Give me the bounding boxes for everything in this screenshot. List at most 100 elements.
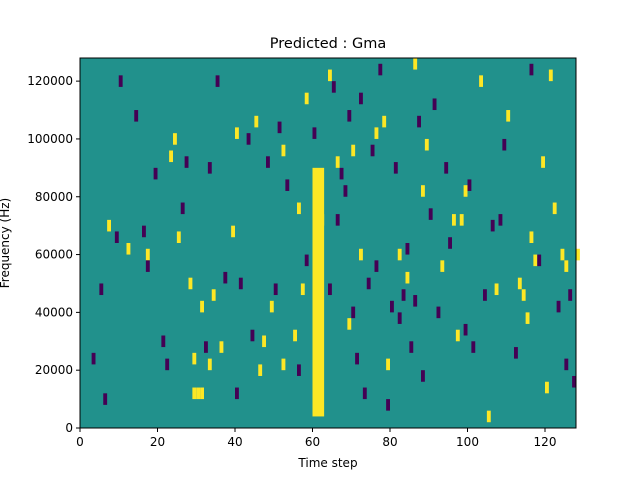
heatmap-cell-low — [393, 162, 398, 174]
plot-frame — [79, 57, 577, 429]
heatmap-cell-high — [359, 248, 363, 261]
heatmap-cell-low — [448, 237, 452, 249]
y-tick-label: 40000 — [35, 305, 73, 319]
heatmap-cell-low — [467, 179, 472, 191]
heatmap-cell-low — [421, 370, 425, 382]
heatmap-cell-low — [463, 323, 468, 336]
heatmap-cell-high — [405, 271, 410, 284]
heatmap-cell-high — [211, 289, 216, 301]
heatmap-cell-low — [362, 387, 367, 400]
heatmap-cell-high — [576, 248, 580, 261]
heatmap-cell-high — [200, 300, 204, 313]
heatmap-cell-low — [498, 214, 503, 226]
heatmap-cell-high — [235, 127, 239, 139]
heatmap-cell-low — [165, 358, 170, 371]
x-tick-label: 60 — [305, 435, 320, 449]
heatmap-cell-low — [378, 63, 383, 76]
heatmap-cell-high — [269, 300, 274, 313]
x-tick-label: 20 — [150, 435, 165, 449]
heatmap-cell-low — [432, 98, 437, 111]
heatmap-cell-high — [281, 358, 286, 371]
heatmap-cell-high — [397, 248, 402, 261]
heatmap-cell-low — [556, 300, 561, 313]
heatmap-cell-low — [490, 219, 495, 232]
y-tick-label: 20000 — [35, 363, 73, 377]
heatmap-cell-low — [145, 260, 150, 272]
heatmap-cell-low — [204, 341, 208, 353]
heatmap-cell-low — [444, 162, 449, 174]
heatmap-cell-low — [386, 399, 390, 411]
heatmap-cell-high — [219, 341, 224, 353]
heatmap-cell-high — [421, 185, 425, 197]
heatmap-cell-high — [382, 115, 387, 128]
heatmap-cell-low — [347, 110, 352, 122]
heatmap-cell-low — [235, 387, 239, 400]
y-axis: 0 20000 40000 60000 80000 100000 120000 — [27, 74, 80, 435]
heatmap-cell-high — [176, 231, 181, 243]
heatmap-cell-high — [479, 75, 483, 87]
heatmap-cell-low — [397, 312, 402, 324]
heatmap-cell-high — [293, 329, 297, 342]
heatmap-cell-low — [355, 352, 359, 365]
heatmap-cell-low — [184, 156, 189, 168]
heatmap-cell-high — [192, 387, 197, 400]
heatmap-cell-low — [273, 283, 278, 296]
y-axis-label: Frequency (Hz) — [0, 198, 12, 289]
heatmap-cell-high — [300, 283, 305, 296]
heatmap-cell-low — [335, 214, 340, 226]
heatmap-cell-low — [207, 162, 212, 174]
heatmap-cell-low — [436, 306, 441, 319]
heatmap-cell-low — [312, 127, 317, 139]
heatmap-cell-high — [529, 231, 534, 243]
heatmap-cell-high — [145, 248, 150, 261]
heatmap-cell-low — [266, 156, 270, 168]
heatmap-band — [312, 167, 325, 417]
heatmap-cell-low — [238, 277, 243, 290]
heatmap-cell-low — [304, 254, 309, 267]
heatmap-cell-low — [529, 63, 534, 76]
heatmap-cell-low — [134, 110, 139, 122]
heatmap-cell-low — [215, 75, 220, 87]
heatmap-cell-low — [401, 289, 406, 301]
y-tick-label: 80000 — [35, 190, 73, 204]
y-tick-label: 60000 — [35, 248, 73, 262]
heatmap-cell-high — [545, 381, 549, 394]
heatmap-cell-high — [413, 58, 418, 70]
x-axis: 0 20 40 60 80 100 120 — [76, 428, 556, 449]
heatmap-background — [80, 58, 576, 428]
heatmap-cell-low — [409, 341, 414, 353]
heatmap-cell-low — [502, 138, 507, 151]
heatmap-cell-high — [463, 185, 468, 197]
heatmap-cell-high — [459, 214, 464, 226]
y-tick-label: 100000 — [27, 132, 73, 146]
heatmap-cell-low — [351, 306, 356, 319]
heatmap-cell-high — [424, 138, 429, 151]
heatmap-cell-low — [572, 375, 576, 388]
heatmap-cell-high — [196, 387, 201, 400]
heatmap-cell-high — [169, 150, 173, 163]
heatmap-cell-low — [471, 341, 476, 353]
heatmap-cell-high — [521, 289, 526, 301]
heatmap-cell-high — [231, 225, 235, 238]
heatmap-cell-high — [440, 260, 445, 272]
heatmap-cell-low — [331, 81, 336, 93]
heatmap-cell-high — [525, 312, 530, 324]
x-tick-label: 80 — [382, 435, 397, 449]
heatmap-cell-high — [541, 156, 545, 168]
heatmap-cell-low — [142, 225, 146, 238]
heatmap-cell-high — [173, 133, 177, 145]
heatmap-cell-high — [192, 352, 197, 365]
heatmap-cell-low — [366, 277, 371, 290]
heatmap-cell-low — [564, 358, 569, 371]
heatmap-cell-low — [153, 167, 158, 180]
heatmap-cell-high — [107, 219, 111, 232]
x-tick-label: 100 — [456, 435, 479, 449]
x-tick-label: 120 — [534, 435, 557, 449]
heatmap-cells — [80, 58, 580, 428]
heatmap-cell-low — [537, 254, 542, 267]
heatmap-cell-low — [103, 393, 108, 405]
heatmap-cell-high — [297, 202, 301, 215]
heatmap-cell-high — [320, 214, 325, 226]
heatmap-cell-low — [277, 121, 282, 134]
heatmap-cell-high — [386, 358, 390, 371]
